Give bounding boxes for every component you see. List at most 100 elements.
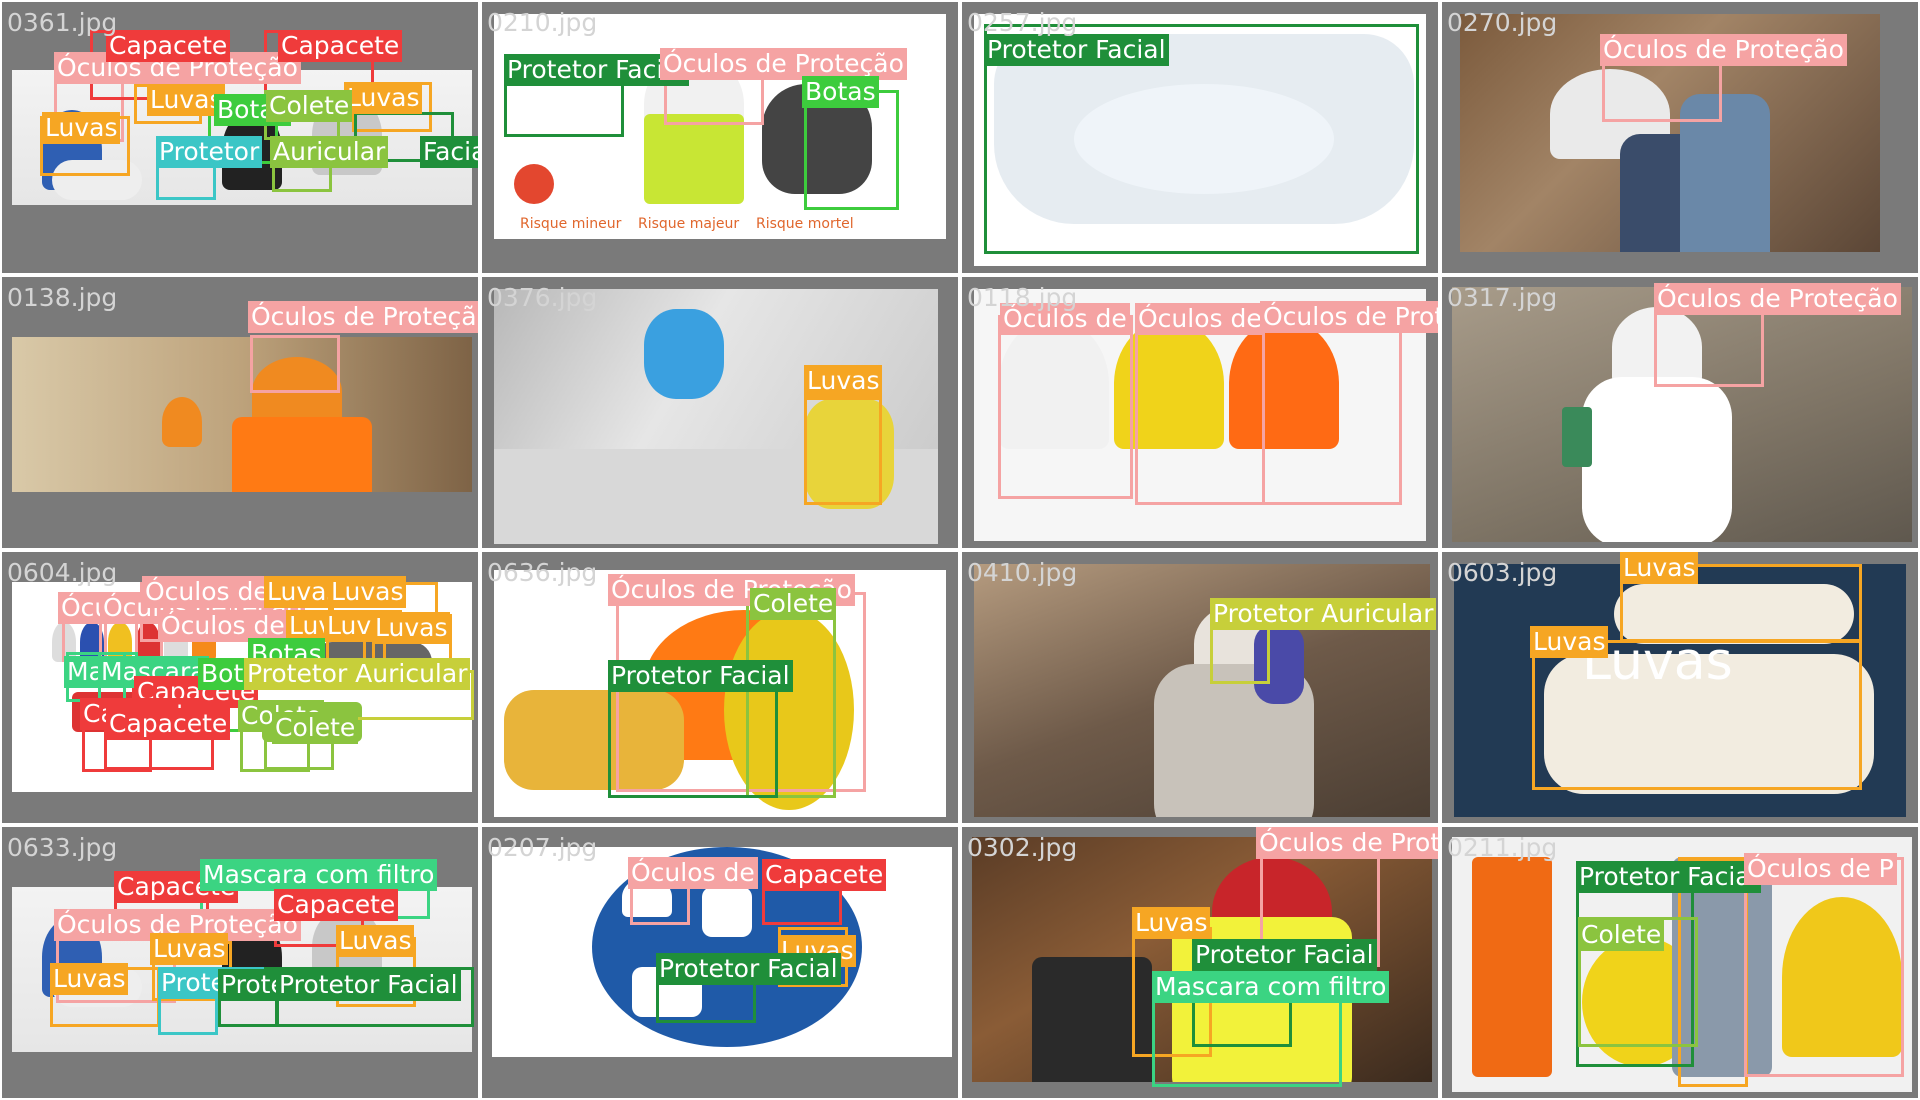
detection-label: Óculos de — [1135, 303, 1265, 335]
scene-object — [162, 397, 202, 447]
image-tile[interactable]: 0317.jpg Óculos de Proteção — [1442, 277, 1918, 548]
scene-object — [999, 319, 1109, 449]
detection-label: Protetor Auricular — [1210, 598, 1437, 630]
detection-box — [1654, 309, 1764, 387]
image-tile[interactable]: 0210.jpg Risque mineur Risque majeur Risque… — [482, 2, 958, 273]
image-tile[interactable]: 0410.jpg Protetor Auricular — [962, 552, 1438, 823]
detection-label: Colete — [750, 588, 837, 620]
detection-label: Óculos de Proteção — [1260, 301, 1438, 333]
tile-filename: 0302.jpg — [967, 833, 1078, 862]
scene-object — [1254, 624, 1304, 704]
tile-image — [494, 289, 938, 544]
scene-object — [504, 690, 684, 790]
detection-box — [804, 90, 899, 210]
detection-label: Luvas — [1132, 907, 1211, 939]
detection-box — [608, 678, 778, 798]
detection-label: Óculos de — [1000, 303, 1130, 335]
tile-filename: 0633.jpg — [7, 833, 118, 862]
detection-label: Luvas — [1530, 626, 1609, 658]
risk-caption: Risque majeur — [638, 216, 740, 232]
tile-image — [12, 337, 472, 492]
image-tile[interactable]: 0207.jpg Óculos de Capacete Luvas Protetor F… — [482, 827, 958, 1098]
tile-filename: 0211.jpg — [1447, 833, 1558, 862]
detection-label: Luvas — [344, 82, 423, 114]
detection-label: Óculos de — [158, 610, 288, 642]
tile-image — [1452, 837, 1912, 1092]
tile-filename: 0604.jpg — [7, 558, 118, 587]
scene-object — [644, 114, 744, 204]
scene-object — [702, 887, 752, 937]
image-tile[interactable]: 0138.jpg Óculos de Proteção — [2, 277, 478, 548]
detection-label: Luvas — [50, 963, 129, 995]
tile-filename: 0257.jpg — [967, 8, 1078, 37]
detection-label: Mascara com filtro — [1152, 971, 1390, 1003]
scene-object — [724, 610, 854, 810]
detection-label: Capacete — [106, 30, 231, 62]
image-tile[interactable]: 0633.jpg Capacete Mascara com filtro Óculos… — [2, 827, 478, 1098]
tile-image — [1454, 564, 1906, 817]
tile-filename: 0603.jpg — [1447, 558, 1558, 587]
scene-object — [1612, 307, 1702, 387]
detection-label: Óculos de — [628, 857, 758, 889]
detection-box — [984, 24, 1419, 254]
detection-label: Facial — [420, 136, 478, 168]
image-tile[interactable]: 0603.jpg Luvas Luvas Luvas — [1442, 552, 1918, 823]
detection-label: Óculos de Proteção — [1256, 827, 1438, 859]
image-tile[interactable]: 0636.jpg Óculos de Proteção Colete Protetor… — [482, 552, 958, 823]
detection-label: Luvas — [804, 365, 883, 397]
image-tile[interactable]: 0302.jpg Óculos de Proteção LuvasProtetor … — [962, 827, 1438, 1098]
detection-label: Luvas — [150, 933, 229, 965]
detection-box — [804, 397, 882, 505]
detection-label: Protetor Facial — [276, 969, 461, 1001]
detection-label: Protetor Facial — [1576, 861, 1761, 893]
scene-object — [1472, 857, 1552, 1077]
detection-label: Colete — [272, 712, 359, 744]
detection-box — [1578, 917, 1698, 1047]
detection-box — [250, 335, 340, 393]
image-tile[interactable]: 0361.jpg Óculos de Proteção Capacete Capace… — [2, 2, 478, 273]
detection-label: Auricular — [270, 136, 389, 168]
detection-label: Luvas — [328, 576, 407, 608]
image-tile[interactable]: 0376.jpg Luvas — [482, 277, 958, 548]
image-tile[interactable]: 0270.jpg Óculos de Proteção — [1442, 2, 1918, 273]
scene-object — [108, 622, 132, 662]
scene-object — [1582, 377, 1732, 542]
detection-box — [998, 315, 1133, 499]
tile-filename: 0118.jpg — [967, 283, 1078, 312]
detection-label: Protetor Facial — [984, 34, 1169, 66]
detection-label: Protetor Auricular — [244, 658, 471, 690]
detection-label: Protetor — [156, 136, 263, 168]
scene-object — [1074, 84, 1334, 194]
detection-label: Botas — [802, 76, 879, 108]
tile-image — [1452, 287, 1912, 542]
detection-label: Luvas — [42, 112, 121, 144]
detection-box — [1135, 315, 1265, 505]
scene-object — [1562, 407, 1592, 467]
detection-label: Óculos de Proteção — [660, 48, 907, 80]
detection-label: Óculos de Proteção — [1654, 283, 1901, 315]
scene-object — [1544, 654, 1874, 794]
detection-label: Luvas — [336, 925, 415, 957]
tile-filename: 0636.jpg — [487, 558, 598, 587]
detection-label: Protetor Facial — [608, 660, 793, 692]
tile-filename: 0210.jpg — [487, 8, 598, 37]
detection-label: Luvas — [147, 84, 226, 116]
detection-label: Óculos de Proteção — [248, 301, 478, 333]
scene-object — [1614, 584, 1854, 644]
tile-filename: 0361.jpg — [7, 8, 118, 37]
image-tile[interactable]: 0257.jpg Protetor Facial — [962, 2, 1438, 273]
detection-label: Mascara com filtro — [200, 859, 438, 891]
tile-filename: 0317.jpg — [1447, 283, 1558, 312]
scene-object — [1229, 319, 1339, 449]
tile-filename: 0207.jpg — [487, 833, 598, 862]
detection-box — [1532, 640, 1862, 790]
scene-object — [232, 417, 372, 492]
detection-label: Colete — [266, 90, 353, 122]
detection-label: Luvas — [372, 612, 451, 644]
scene-object — [1672, 857, 1772, 1077]
tile-filename: 0270.jpg — [1447, 8, 1558, 37]
scene-object — [1782, 897, 1902, 1057]
